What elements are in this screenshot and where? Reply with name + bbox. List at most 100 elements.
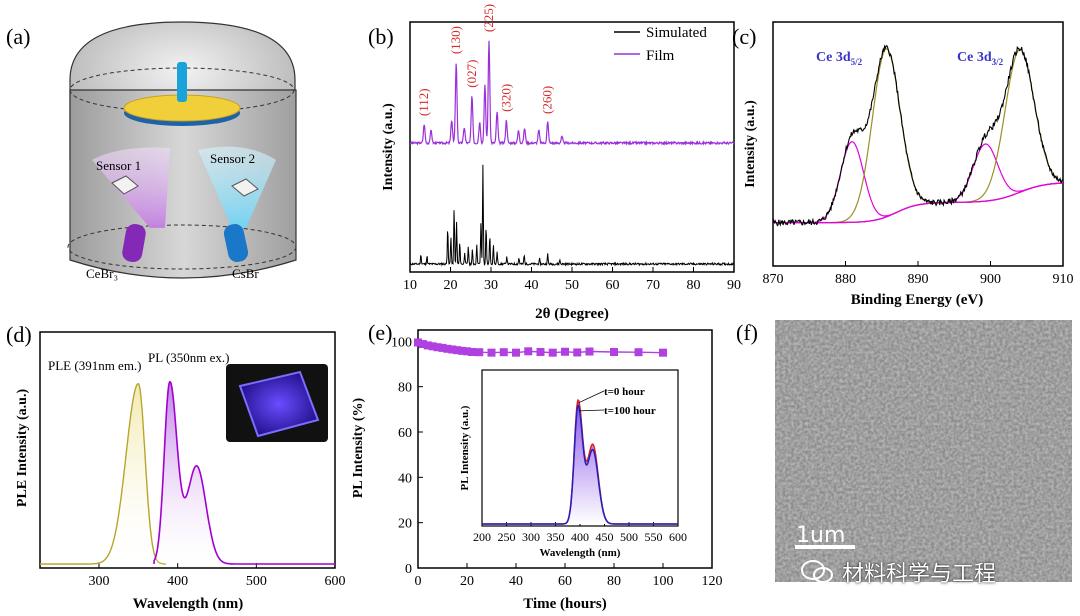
inset-t100-label: t=100 hour — [604, 405, 656, 417]
stab-x-tick-label: 60 — [558, 574, 572, 589]
ple-area — [40, 383, 166, 564]
xrd-peak-label: (027) — [464, 60, 479, 88]
xrd-peak-label: (112) — [416, 88, 431, 116]
stability-point — [499, 348, 508, 357]
xps-background — [773, 182, 1064, 224]
stability-point — [453, 346, 462, 355]
pl-x-tick-label: 600 — [325, 574, 346, 589]
pl-line — [153, 380, 335, 565]
watermark-text: 材料科学与工程 — [842, 562, 997, 587]
stability-point — [467, 347, 476, 356]
xrd-x-tick-label: 60 — [606, 278, 620, 293]
xrd-simulated-line — [409, 164, 735, 267]
inset-x-tick-label: 450 — [596, 530, 614, 544]
stab-y-tick-label: 100 — [391, 335, 412, 350]
panel-b-frame — [409, 21, 735, 273]
wechat-logo-icon — [801, 560, 833, 583]
xrd-x-tick-label: 20 — [444, 278, 458, 293]
stability-point — [433, 343, 442, 352]
xrd-film-line — [409, 40, 735, 147]
panel-a-label: (a) — [6, 24, 30, 49]
stab-x-tick-label: 20 — [460, 574, 474, 589]
panel-d-label: (d) — [6, 322, 32, 347]
stability-point — [536, 347, 545, 356]
stability-point — [548, 348, 557, 357]
xrd-x-tick-label: 10 — [403, 278, 417, 293]
inset-x-tick-label: 300 — [522, 530, 540, 544]
stab-x-tick-label: 100 — [653, 574, 674, 589]
panel-d-ylabel: PLE Intensity (a.u.) — [15, 389, 30, 508]
stability-point — [448, 345, 457, 354]
ce-3d52-label: Ce 3d5/2 — [816, 50, 863, 67]
xrd-x-tick-label: 40 — [525, 278, 539, 293]
stability-point — [418, 340, 427, 349]
panel-c-xlabel: Binding Energy (eV) — [851, 292, 984, 308]
xrd-peak-label: (130) — [448, 26, 463, 54]
panel-c-label: (c) — [732, 24, 756, 49]
sensor-1-label: Sensor 1 — [96, 158, 141, 173]
inset-area — [482, 400, 678, 524]
xps-x-tick-label: 880 — [835, 272, 856, 287]
stability-point — [423, 341, 432, 350]
stability-point — [458, 346, 467, 355]
pl-area — [154, 381, 335, 564]
xrd-x-tick-label: 90 — [727, 278, 741, 293]
legend-film-label: Film — [646, 48, 675, 64]
stab-y-tick-label: 40 — [398, 471, 412, 486]
panel-b-xlabel: 2θ (Degree) — [535, 306, 609, 322]
sensor-2-crystal-icon — [231, 178, 259, 197]
source-1-crucible — [122, 223, 146, 263]
xps-x-tick-label: 870 — [763, 272, 784, 287]
inset-t0-label: t=0 hour — [604, 386, 645, 398]
stab-x-tick-label: 0 — [415, 574, 422, 589]
panel-e-label: (e) — [368, 320, 392, 345]
inset-x-tick-label: 550 — [645, 530, 663, 544]
panel-d-xlabel: Wavelength (nm) — [133, 596, 243, 612]
substrate-holder-rod — [177, 62, 187, 102]
stability-point — [561, 347, 569, 356]
stab-x-tick-label: 40 — [509, 574, 523, 589]
pl-series-label: PL (350nm ex.) — [148, 350, 229, 365]
stab-x-tick-label: 120 — [702, 574, 723, 589]
stab-x-tick-label: 80 — [607, 574, 621, 589]
stability-point — [524, 347, 533, 356]
stability-point — [585, 347, 594, 356]
panel-f-label: (f) — [736, 320, 758, 345]
pl-x-tick-label: 400 — [167, 574, 188, 589]
stability-point — [428, 342, 437, 351]
xrd-peak-label: (225) — [481, 4, 496, 32]
source-1-label: CeBr₃ — [86, 266, 118, 281]
panel-a: (a) Sensor 1 Sensor 2 CeBr₃ CsBr — [6, 21, 297, 281]
panel-d: (d) PLE Intensity (a.u.) Wavelength (nm)… — [6, 322, 336, 612]
xps-fit-peak — [773, 48, 1064, 224]
xrd-x-tick-label: 50 — [565, 278, 579, 293]
stab-y-tick-label: 0 — [405, 562, 412, 577]
xps-x-tick-label: 900 — [980, 272, 1001, 287]
watermark: 材料科学与工程 — [800, 552, 1070, 592]
legend-simulated-label: Simulated — [646, 25, 707, 41]
scale-bar-label: 1um — [796, 523, 845, 548]
panel-b-label: (b) — [368, 24, 394, 49]
xps-fit-peak — [773, 48, 1064, 224]
inset-x-tick-label: 350 — [547, 530, 565, 544]
stab-y-tick-label: 20 — [398, 517, 412, 532]
stability-point — [573, 348, 582, 357]
stability-point — [438, 343, 447, 352]
ple-series-label: PLE (391nm em.) — [48, 358, 142, 373]
xrd-peak-label: (320) — [498, 84, 513, 112]
pl-x-tick-label: 300 — [89, 574, 110, 589]
pl-x-tick-label: 500 — [246, 574, 267, 589]
xps-fit-peak — [773, 141, 1064, 224]
stab-y-tick-label: 80 — [398, 381, 412, 396]
ce-3d32-label: Ce 3d3/2 — [957, 50, 1004, 67]
panel-c: (c) Intensity (a.u.) Binding Energy (eV)… — [732, 21, 1064, 308]
panel-b-ylabel: Intensity (a.u.) — [381, 103, 396, 191]
ple-line — [40, 382, 166, 565]
stability-point — [475, 348, 484, 357]
panel-e-ylabel: PL Intensity (%) — [351, 397, 366, 498]
sem-texture — [775, 320, 1072, 582]
luminescent-film-image — [238, 370, 320, 438]
inset-t100-line — [482, 404, 678, 525]
sensor-2-label: Sensor 2 — [210, 151, 255, 166]
